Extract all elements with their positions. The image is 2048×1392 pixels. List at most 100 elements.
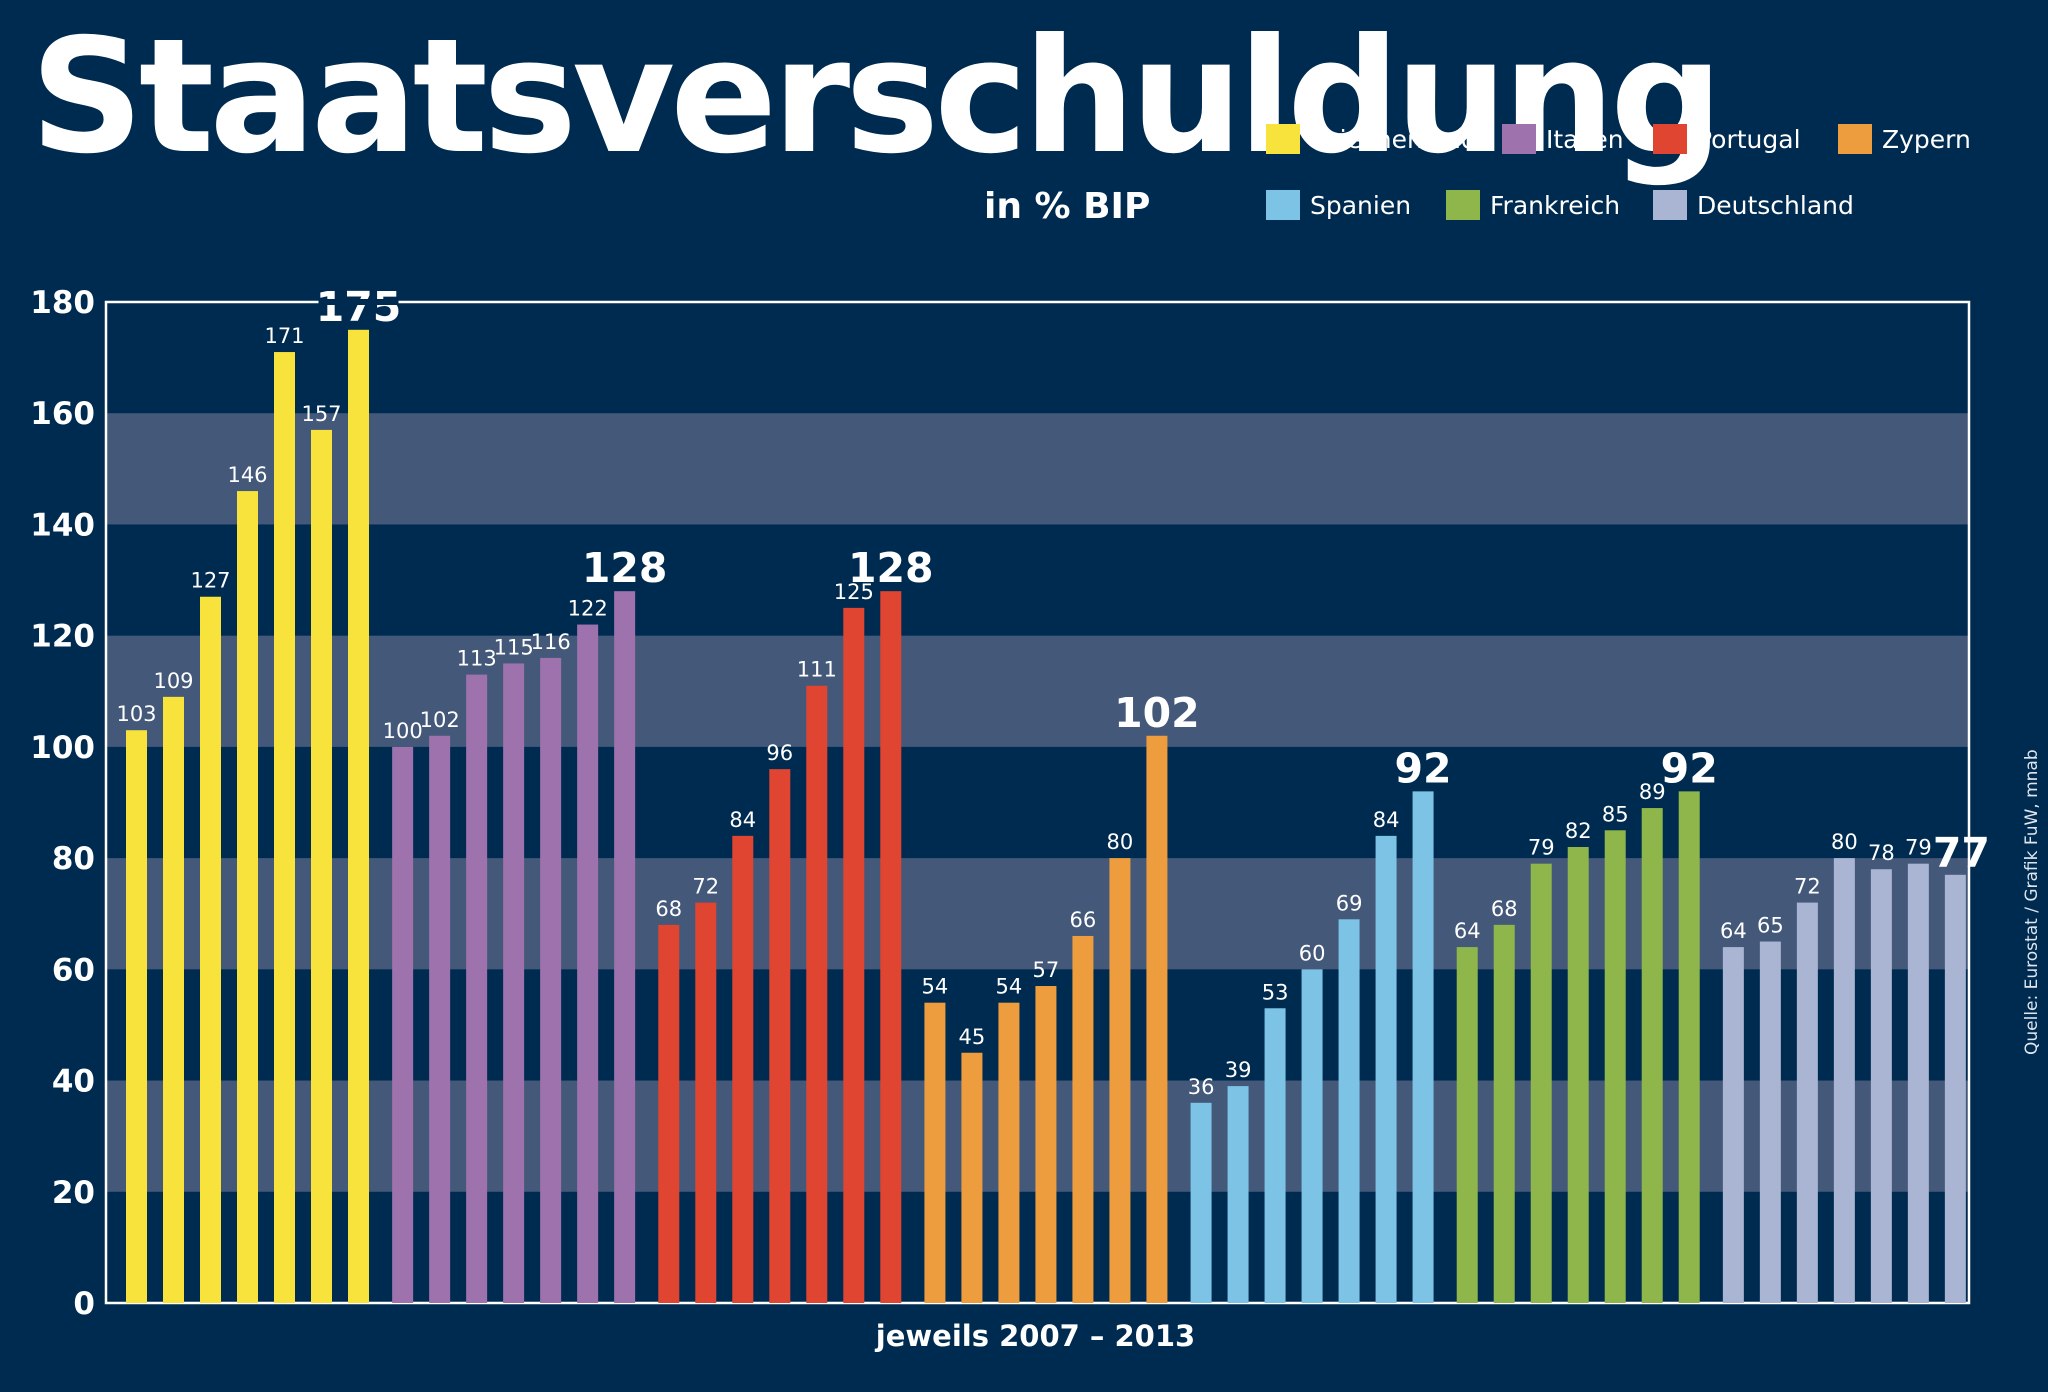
bar-value-label: 84 bbox=[1373, 808, 1400, 832]
bar-value-label: 68 bbox=[1491, 897, 1518, 921]
bar-portugal-2010 bbox=[769, 769, 791, 1303]
bar-value-label: 125 bbox=[834, 580, 874, 604]
legend-label: Deutschland bbox=[1697, 190, 1854, 220]
y-tick-label: 140 bbox=[30, 507, 95, 543]
bar-spanien-2009 bbox=[1264, 1008, 1286, 1303]
bar-value-label: 89 bbox=[1639, 780, 1666, 804]
legend-item-zypern: Zypern bbox=[1838, 124, 1971, 154]
grid-band bbox=[106, 635, 1969, 747]
bar-value-label: 175 bbox=[316, 283, 402, 331]
bar-griechenland-2010 bbox=[237, 491, 258, 1304]
bar-spanien-2008 bbox=[1227, 1086, 1249, 1303]
y-tick-label: 80 bbox=[52, 841, 95, 877]
bar-portugal-2007 bbox=[658, 924, 680, 1303]
chart-title: Staatsverschuldung bbox=[30, 5, 1723, 189]
legend-swatch bbox=[1653, 190, 1687, 220]
bar-italien-2009 bbox=[466, 674, 488, 1303]
bar-value-label: 78 bbox=[1868, 841, 1895, 865]
bar-value-label: 72 bbox=[1794, 875, 1821, 899]
bar-value-label: 69 bbox=[1336, 891, 1363, 915]
bar-deutschland-2008 bbox=[1759, 941, 1781, 1303]
bar-portugal-2011 bbox=[806, 685, 828, 1303]
bar-frankreich-2007 bbox=[1456, 947, 1478, 1303]
y-tick-label: 160 bbox=[30, 396, 95, 432]
bar-value-label: 54 bbox=[996, 975, 1023, 999]
bar-spanien-2013 bbox=[1412, 791, 1434, 1303]
legend-item-italien: Italien bbox=[1502, 124, 1624, 154]
legend-item-portugal: Portugal bbox=[1653, 124, 1801, 154]
bar-deutschland-2013 bbox=[1944, 874, 1966, 1303]
bar-value-label: 68 bbox=[655, 897, 682, 921]
bar-italien-2008 bbox=[429, 735, 451, 1303]
y-tick-label: 20 bbox=[52, 1175, 95, 1211]
bar-value-label: 157 bbox=[301, 402, 341, 426]
bar-frankreich-2011 bbox=[1604, 830, 1626, 1303]
legend-swatch bbox=[1266, 124, 1300, 154]
bar-value-label: 84 bbox=[729, 808, 756, 832]
y-tick-label: 100 bbox=[30, 730, 95, 766]
y-tick-label: 180 bbox=[30, 285, 95, 321]
bar-value-label: 103 bbox=[116, 702, 156, 726]
bar-griechenland-2008 bbox=[163, 696, 184, 1303]
bar-griechenland-2011 bbox=[274, 352, 295, 1303]
bar-value-label: 60 bbox=[1299, 941, 1326, 965]
bar-value-label: 53 bbox=[1262, 980, 1289, 1004]
bar-portugal-2013 bbox=[880, 591, 902, 1303]
bar-frankreich-2009 bbox=[1530, 863, 1552, 1303]
bar-deutschland-2012 bbox=[1907, 863, 1929, 1303]
y-tick-label: 0 bbox=[73, 1286, 95, 1322]
bar-zypern-2008 bbox=[961, 1052, 983, 1303]
bar-value-label: 39 bbox=[1225, 1058, 1252, 1082]
bar-griechenland-2007 bbox=[126, 730, 147, 1303]
legend-label: Griechenland bbox=[1310, 124, 1477, 154]
y-tick-label: 60 bbox=[52, 952, 95, 988]
legend-item-spanien: Spanien bbox=[1266, 190, 1411, 220]
bar-value-label: 65 bbox=[1757, 914, 1784, 938]
bar-zypern-2009 bbox=[998, 1002, 1020, 1303]
y-tick-label: 120 bbox=[30, 619, 95, 655]
bar-value-label: 115 bbox=[494, 635, 534, 659]
bar-value-label: 80 bbox=[1831, 830, 1858, 854]
bar-value-label: 79 bbox=[1528, 836, 1555, 860]
bar-value-label: 128 bbox=[848, 544, 934, 592]
bar-value-label: 45 bbox=[959, 1025, 986, 1049]
bar-deutschland-2011 bbox=[1870, 869, 1892, 1303]
legend-swatch bbox=[1653, 124, 1687, 154]
bar-value-label: 113 bbox=[457, 647, 497, 671]
bar-value-label: 96 bbox=[766, 741, 793, 765]
legend-swatch bbox=[1838, 124, 1872, 154]
bar-value-label: 64 bbox=[1454, 919, 1481, 943]
bar-zypern-2011 bbox=[1072, 935, 1094, 1303]
bar-frankreich-2008 bbox=[1493, 924, 1515, 1303]
bar-value-label: 100 bbox=[383, 719, 423, 743]
x-axis-label: jeweils 2007 – 2013 bbox=[875, 1319, 1195, 1353]
legend-item-deutschland: Deutschland bbox=[1653, 190, 1854, 220]
bar-italien-2011 bbox=[540, 657, 562, 1303]
y-tick-label: 40 bbox=[52, 1064, 95, 1100]
bar-griechenland-2013 bbox=[348, 329, 369, 1303]
bar-deutschland-2009 bbox=[1796, 902, 1818, 1303]
bar-portugal-2012 bbox=[843, 607, 865, 1303]
bar-value-label: 66 bbox=[1070, 908, 1097, 932]
bar-zypern-2012 bbox=[1109, 858, 1131, 1303]
bar-value-label: 127 bbox=[190, 569, 230, 593]
bar-value-label: 54 bbox=[922, 975, 949, 999]
legend-item-griechenland: Griechenland bbox=[1266, 124, 1477, 154]
bar-italien-2007 bbox=[392, 746, 414, 1303]
bar-value-label: 82 bbox=[1565, 819, 1592, 843]
bar-italien-2013 bbox=[614, 591, 636, 1303]
bar-value-label: 116 bbox=[531, 630, 571, 654]
bar-value-label: 77 bbox=[1933, 829, 1990, 877]
legend-label: Frankreich bbox=[1490, 190, 1621, 220]
legend-label: Zypern bbox=[1882, 124, 1971, 154]
bar-value-label: 122 bbox=[568, 597, 608, 621]
bar-frankreich-2010 bbox=[1567, 846, 1589, 1303]
bar-spanien-2010 bbox=[1301, 969, 1323, 1303]
bar-italien-2010 bbox=[503, 663, 525, 1303]
bar-frankreich-2012 bbox=[1641, 808, 1663, 1303]
bar-value-label: 85 bbox=[1602, 802, 1629, 826]
bar-zypern-2010 bbox=[1035, 986, 1057, 1303]
bar-spanien-2007 bbox=[1190, 1102, 1212, 1303]
bar-zypern-2007 bbox=[924, 1002, 946, 1303]
